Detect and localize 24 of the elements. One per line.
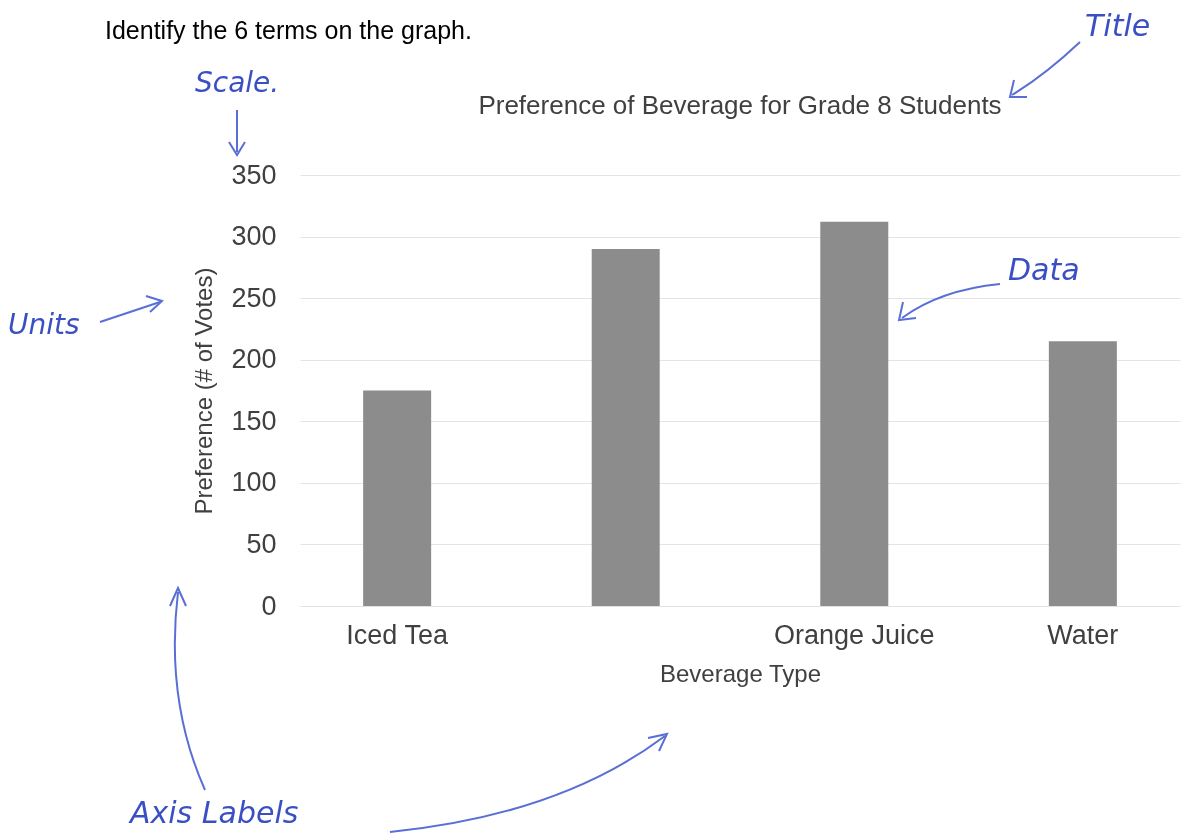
y-tick-label: 100 (231, 467, 277, 498)
bar (820, 221, 889, 606)
y-tick-label: 300 (231, 221, 277, 252)
y-tick-label: 0 (261, 590, 277, 621)
y-tick-label: 250 (231, 282, 277, 313)
x-axis-title: Beverage Type (659, 659, 822, 687)
y-tick-label: 50 (246, 528, 277, 559)
y-tick-label: 200 (231, 344, 277, 375)
text: Scale. (195, 66, 280, 99)
text: Axis Labels (130, 795, 299, 830)
x-tick-label: Water (1047, 619, 1119, 650)
chart-title: Preference of Beverage for Grade 8 Students (478, 90, 1002, 120)
bar (1048, 341, 1117, 606)
y-axis-title: Preference (# of Votes) (190, 267, 218, 515)
text: Units (8, 308, 80, 341)
y-tick-label: 350 (231, 159, 277, 190)
y-tick-label: 150 (231, 405, 277, 436)
x-tick-label: Orange Juice (773, 619, 935, 650)
x-tick-label: Iced Tea (346, 619, 449, 650)
text: Identify the 6 terms on the graph. (105, 16, 472, 45)
bar (591, 248, 660, 606)
text: Title (1085, 8, 1151, 43)
annotation: Data (1008, 252, 1080, 287)
bar (363, 390, 432, 606)
